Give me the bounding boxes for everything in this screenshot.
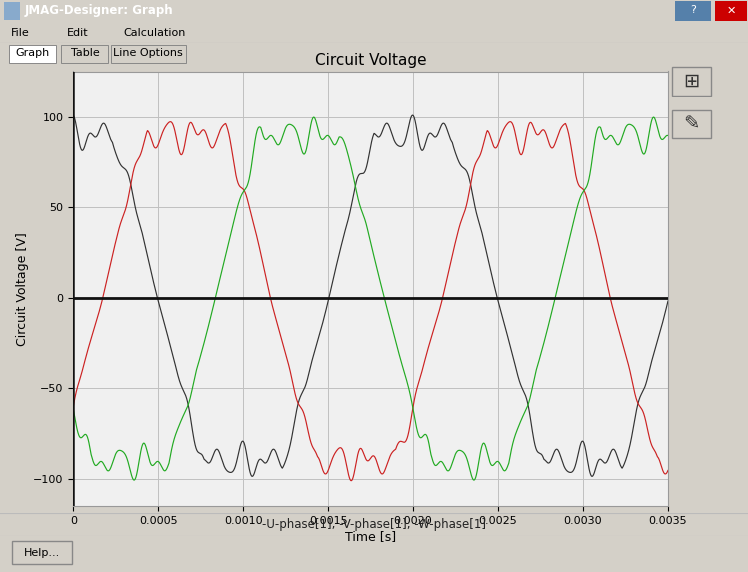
Bar	[9, 45, 56, 63]
Bar	[111, 45, 186, 63]
Text: File: File	[11, 27, 30, 38]
Text: Line Options: Line Options	[113, 49, 183, 58]
Text: Calculation: Calculation	[123, 27, 186, 38]
Bar	[12, 541, 72, 564]
Text: Graph: Graph	[16, 49, 49, 58]
Bar	[4, 2, 20, 19]
Text: ✕: ✕	[726, 5, 735, 15]
Text: Help...: Help...	[24, 547, 60, 558]
X-axis label: Time [s]: Time [s]	[345, 530, 396, 543]
Bar	[675, 1, 711, 21]
Bar	[715, 1, 747, 21]
Text: -U-phase[1], -V-phase[1], -W-phase[1]: -U-phase[1], -V-phase[1], -W-phase[1]	[262, 518, 486, 531]
Y-axis label: Circuit Voltage [V]: Circuit Voltage [V]	[16, 232, 29, 345]
Text: Edit: Edit	[67, 27, 89, 38]
Bar	[61, 45, 108, 63]
Text: ✎: ✎	[684, 114, 700, 133]
Text: JMAG-Designer: Graph: JMAG-Designer: Graph	[25, 4, 174, 17]
Text: Table: Table	[70, 49, 99, 58]
Text: ⊞: ⊞	[684, 72, 700, 91]
Text: ?: ?	[690, 5, 696, 15]
Title: Circuit Voltage: Circuit Voltage	[315, 53, 426, 67]
